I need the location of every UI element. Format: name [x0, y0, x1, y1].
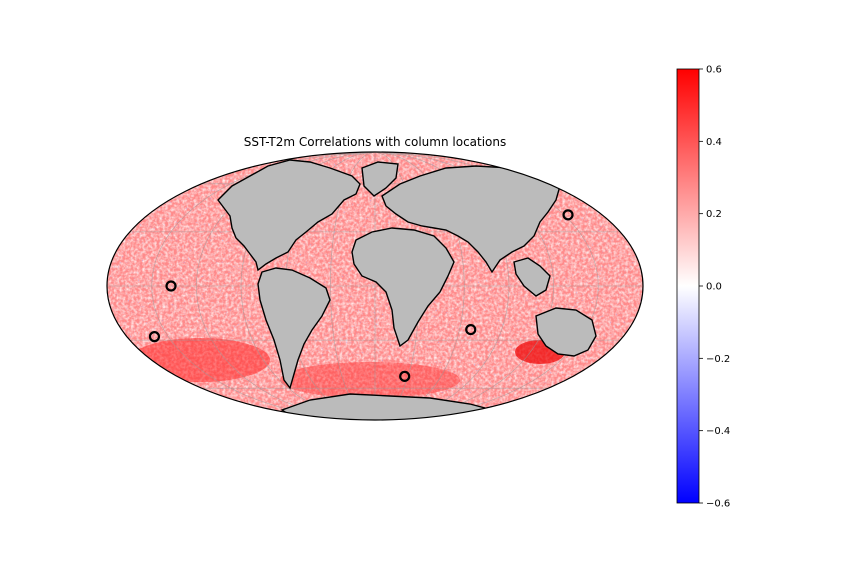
- meridian-line: [151, 152, 376, 420]
- colorbar-tick-label: 0.2: [706, 209, 722, 220]
- southern-atlantic-patch: [280, 362, 460, 398]
- correlation-field: [107, 152, 643, 420]
- globe-outline: [106, 151, 644, 421]
- greenland: [361, 161, 399, 197]
- colorbar-tick-label: 0.6: [706, 65, 722, 76]
- column-marker-south-indian: [465, 323, 477, 336]
- north-america: [217, 159, 361, 272]
- colorbar-ticks: 0.6 0.4 0.2 0.0 −0.2 −0.4 −0.6: [699, 65, 730, 510]
- africa: [351, 227, 455, 348]
- colorbar-tick-label: −0.2: [706, 354, 730, 365]
- colorbar-tick-label: 0.4: [706, 137, 722, 148]
- colorbar-tick-label: −0.6: [706, 499, 730, 510]
- column-marker-central-pacific: [165, 280, 177, 292]
- colorbar-gradient: [676, 68, 700, 504]
- map-title: SST-T2m Correlations with column locatio…: [243, 135, 507, 149]
- land-masses: [217, 159, 597, 420]
- column-marker-southern-ocean: [399, 370, 411, 382]
- colorbar-tick-label: −0.4: [706, 426, 730, 437]
- south-america: [257, 267, 331, 390]
- australia: [535, 307, 597, 357]
- southeast-asia: [513, 257, 551, 297]
- column-marker-north-pacific-west: [562, 209, 574, 221]
- column-location-markers: [148, 209, 574, 382]
- colorbar-tick-label: 0.0: [706, 282, 722, 293]
- eurasia: [381, 165, 561, 274]
- column-marker-south-pacific-east: [148, 331, 161, 343]
